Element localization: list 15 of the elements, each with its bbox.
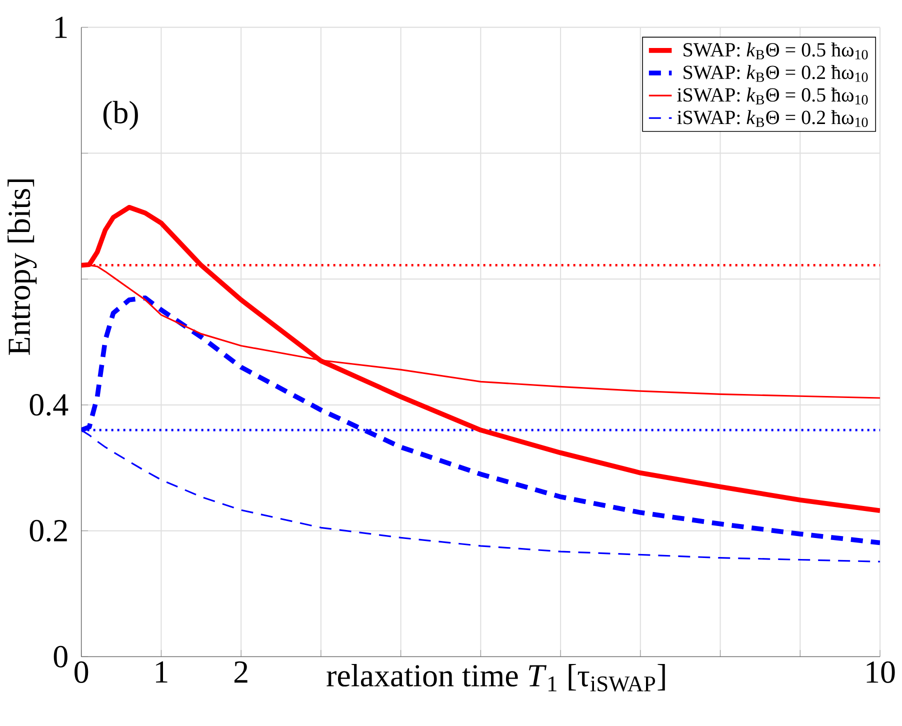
legend-label: SWAP: k$_{B}$Θ = 0.5 ħω$_{10}$ bbox=[684, 42, 868, 60]
y-tick-label: 0.4 bbox=[30, 394, 68, 416]
y-tick-label: 0 bbox=[54, 646, 68, 668]
y-tick-label: 1 bbox=[55, 16, 67, 38]
x-tick-label: 2 bbox=[234, 661, 248, 683]
legend-label: iSWAP: k$_{B}$Θ = 0.5 ħω$_{10}$ bbox=[677, 88, 868, 104]
x-axis-title: relaxation time T$_{1}$ [τ$_{iSWAP}$] bbox=[326, 664, 665, 692]
x-tick-label: 1 bbox=[156, 661, 168, 682]
x-tick-label: 0 bbox=[74, 661, 88, 683]
annotation: (b) bbox=[103, 100, 138, 130]
legend-label: iSWAP: k$_{B}$Θ = 0.2 ħω$_{10}$ bbox=[677, 110, 868, 128]
y-axis-title: Entropy [bits] bbox=[8, 180, 37, 355]
y-tick-label: 0.2 bbox=[30, 520, 67, 542]
x-tick-label: 10 bbox=[866, 661, 895, 683]
legend-label: SWAP: k$_{B}$Θ = 0.2 ħω$_{10}$ bbox=[684, 65, 868, 82]
